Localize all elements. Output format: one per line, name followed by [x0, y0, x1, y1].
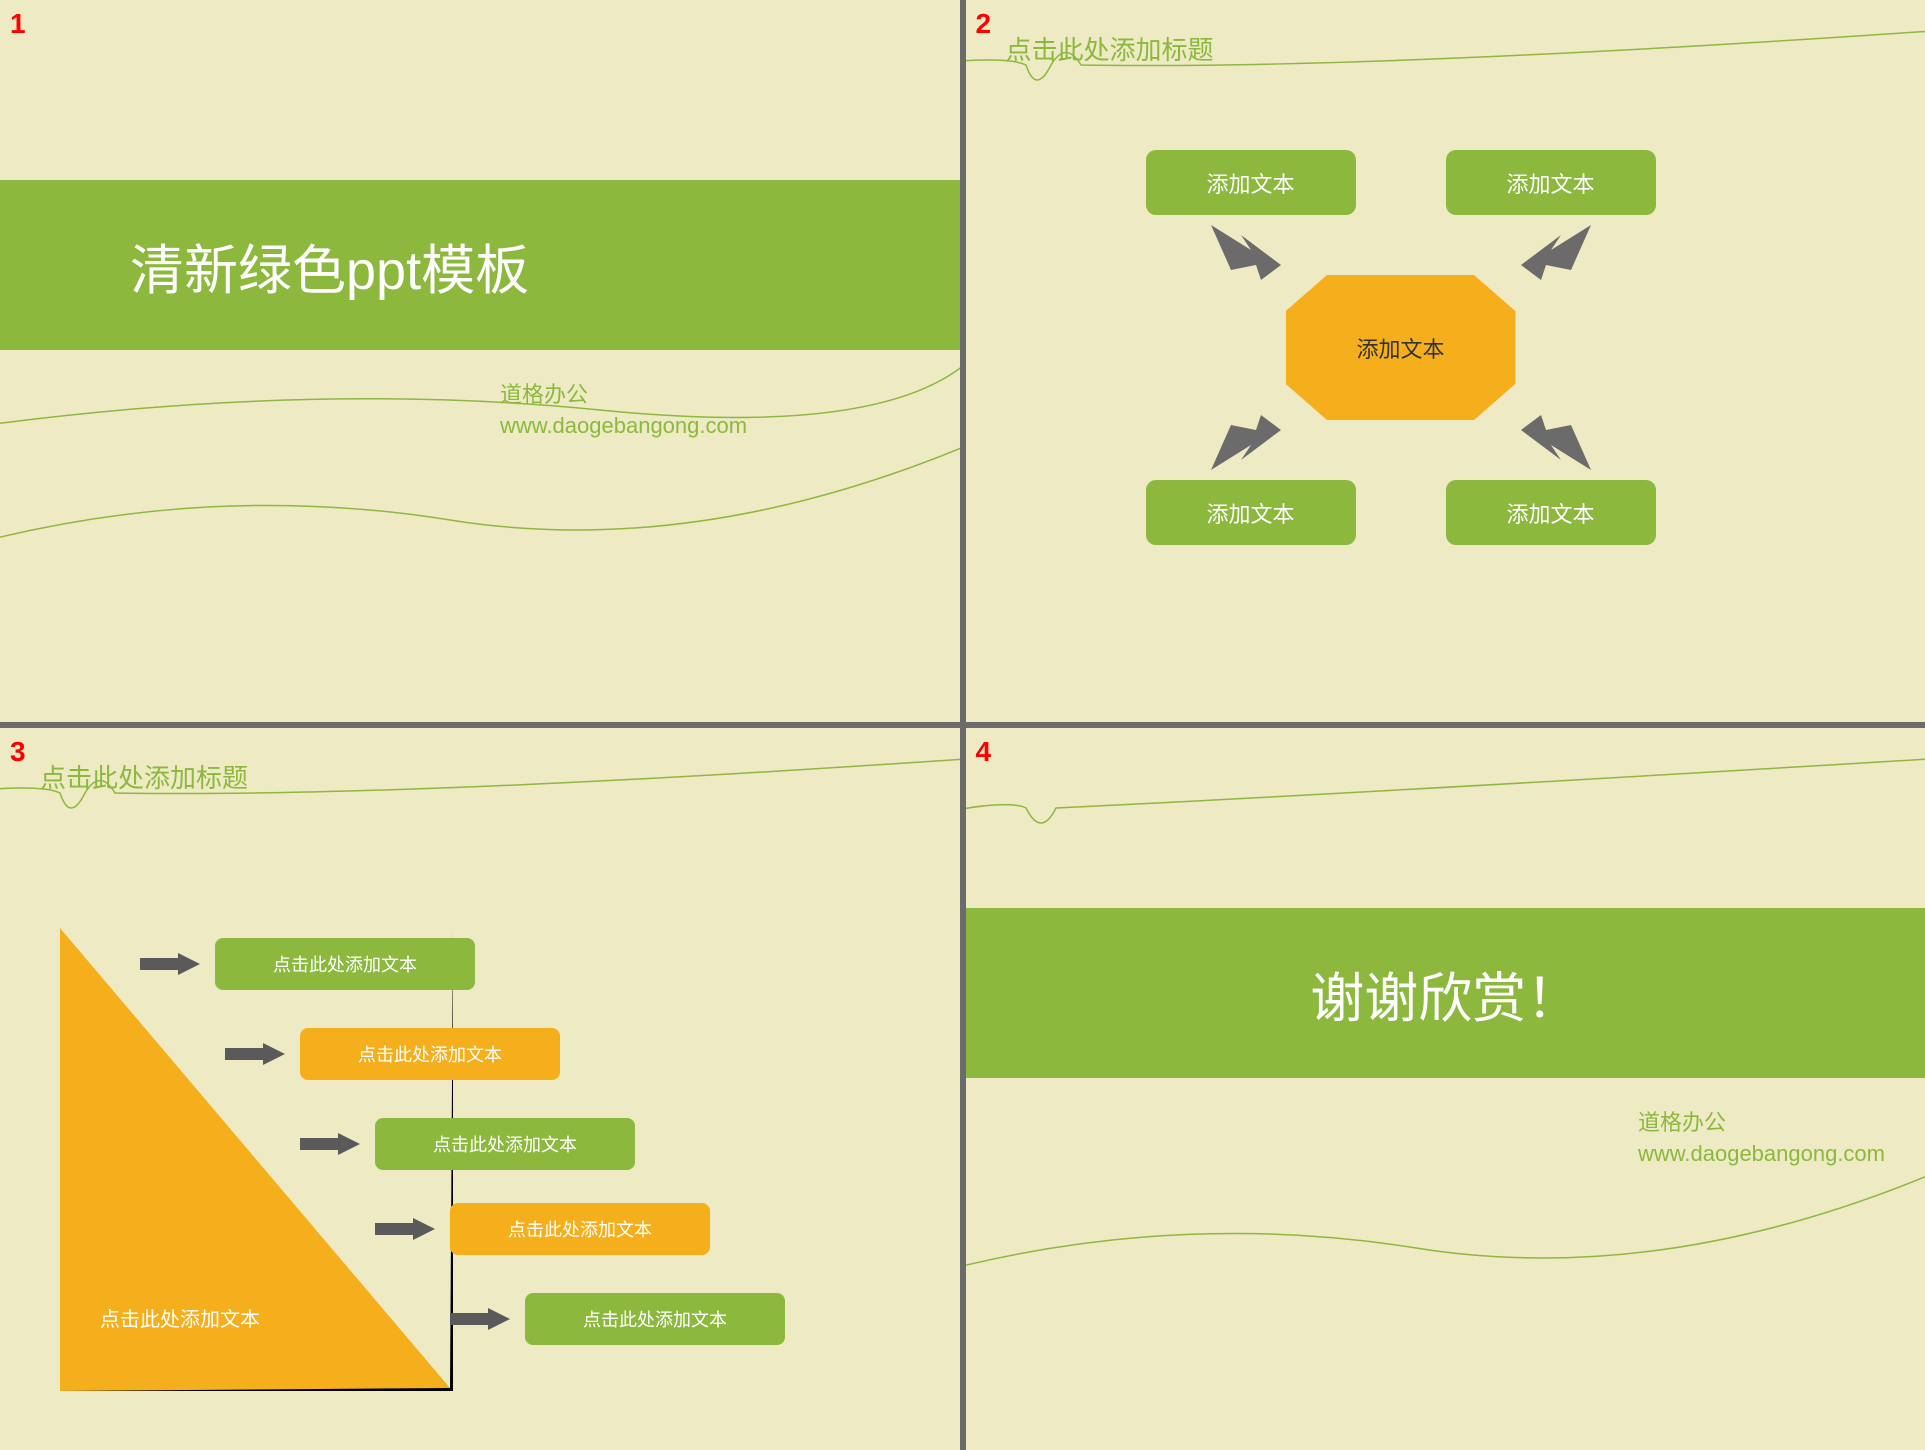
credit-company: 道格办公 [500, 380, 747, 411]
thanks-title: 谢谢欣赏！ [1310, 954, 1580, 1033]
slide-header: 点击此处添加标题 [40, 758, 248, 795]
slide-number: 3 [10, 736, 26, 768]
slide-number: 1 [10, 8, 26, 40]
slide-number: 2 [976, 8, 992, 40]
diagram-box-bl: 添加文本 [1146, 480, 1356, 545]
list-item: 点击此处添加文本 [300, 1028, 560, 1080]
credit-block: 道格办公 www.daogebangong.com [500, 380, 747, 442]
slide-3: 3 点击此处添加标题 点击此处添加文本 点击此处添加文本 点击此处添加文本 点击… [0, 728, 960, 1450]
slide-4: 4 谢谢欣赏！ 道格办公 www.daogebangong.com [966, 728, 1925, 1450]
diagram-box-tl: 添加文本 [1146, 150, 1356, 215]
title-bar: 谢谢欣赏！ [966, 908, 1925, 1078]
list-item: 点击此处添加文本 [525, 1293, 785, 1345]
title-bar: 清新绿色ppt模板 [0, 180, 960, 350]
list-item: 点击此处添加文本 [375, 1118, 635, 1170]
list-item: 点击此处添加文本 [215, 938, 475, 990]
credit-url: www.daogebangong.com [500, 411, 747, 442]
triangle-label: 点击此处添加文本 [100, 1303, 260, 1332]
credit-company: 道格办公 [1638, 1108, 1885, 1139]
credit-block: 道格办公 www.daogebangong.com [1638, 1108, 1885, 1170]
slide-header: 点击此处添加标题 [1006, 30, 1214, 67]
list-item: 点击此处添加文本 [450, 1203, 710, 1255]
slide-number: 4 [976, 736, 992, 768]
diagram-box-br: 添加文本 [1446, 480, 1656, 545]
credit-url: www.daogebangong.com [1638, 1139, 1885, 1170]
slide-1: 1 清新绿色ppt模板 道格办公 www.daogebangong.com [0, 0, 960, 722]
slide-2: 2 点击此处添加标题 添加文本 添加文本 添加文本 添加文本 添加文本 [966, 0, 1925, 722]
main-title: 清新绿色ppt模板 [130, 226, 529, 305]
diagram-center: 添加文本 [1286, 275, 1516, 420]
diagram-box-tr: 添加文本 [1446, 150, 1656, 215]
